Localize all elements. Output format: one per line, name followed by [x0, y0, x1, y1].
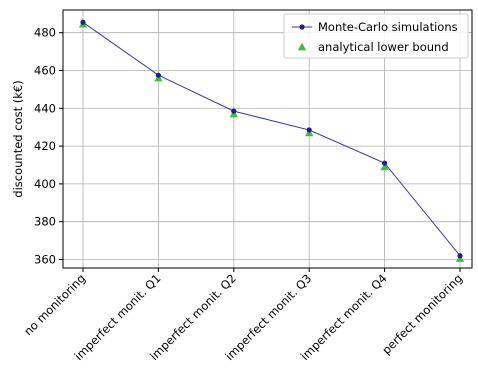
x-tick-label: perfect monitoring [379, 271, 465, 357]
monte-carlo-marker [382, 160, 388, 166]
series-layer [78, 19, 465, 262]
y-tick-label: 480 [34, 26, 56, 40]
monte-carlo-marker [80, 19, 86, 25]
analytical-bound-marker [380, 162, 389, 171]
monte-carlo-marker [155, 72, 161, 78]
legend: Monte-Carlo simulations analytical lower… [283, 13, 469, 59]
legend-marker-analytical [297, 42, 307, 51]
x-tick-label: imperfect monit. Q4 [298, 271, 390, 363]
monte-carlo-marker [306, 127, 312, 133]
y-axis-ticks: 360 380 400 420 440 460 480 [34, 26, 63, 266]
legend-label-monte-carlo: Monte-Carlo simulations [318, 20, 458, 34]
y-tick-label: 380 [34, 215, 56, 229]
y-tick-label: 440 [34, 101, 56, 115]
legend-label-analytical: analytical lower bound [318, 40, 449, 54]
legend-marker-monte-carlo [299, 24, 305, 30]
y-tick-label: 460 [34, 63, 56, 77]
legend-box [283, 13, 469, 59]
monte-carlo-marker [457, 253, 463, 259]
monte-carlo-line [82, 21, 461, 257]
monte-carlo-marker [231, 108, 237, 114]
plot-frame [62, 9, 473, 269]
y-tick-label: 400 [34, 177, 56, 191]
y-tick-label: 420 [34, 139, 56, 153]
x-tick-label: no monitoring [21, 271, 88, 338]
y-tick-label: 360 [34, 252, 56, 266]
y-axis-label: discounted cost (k€) [11, 80, 25, 197]
